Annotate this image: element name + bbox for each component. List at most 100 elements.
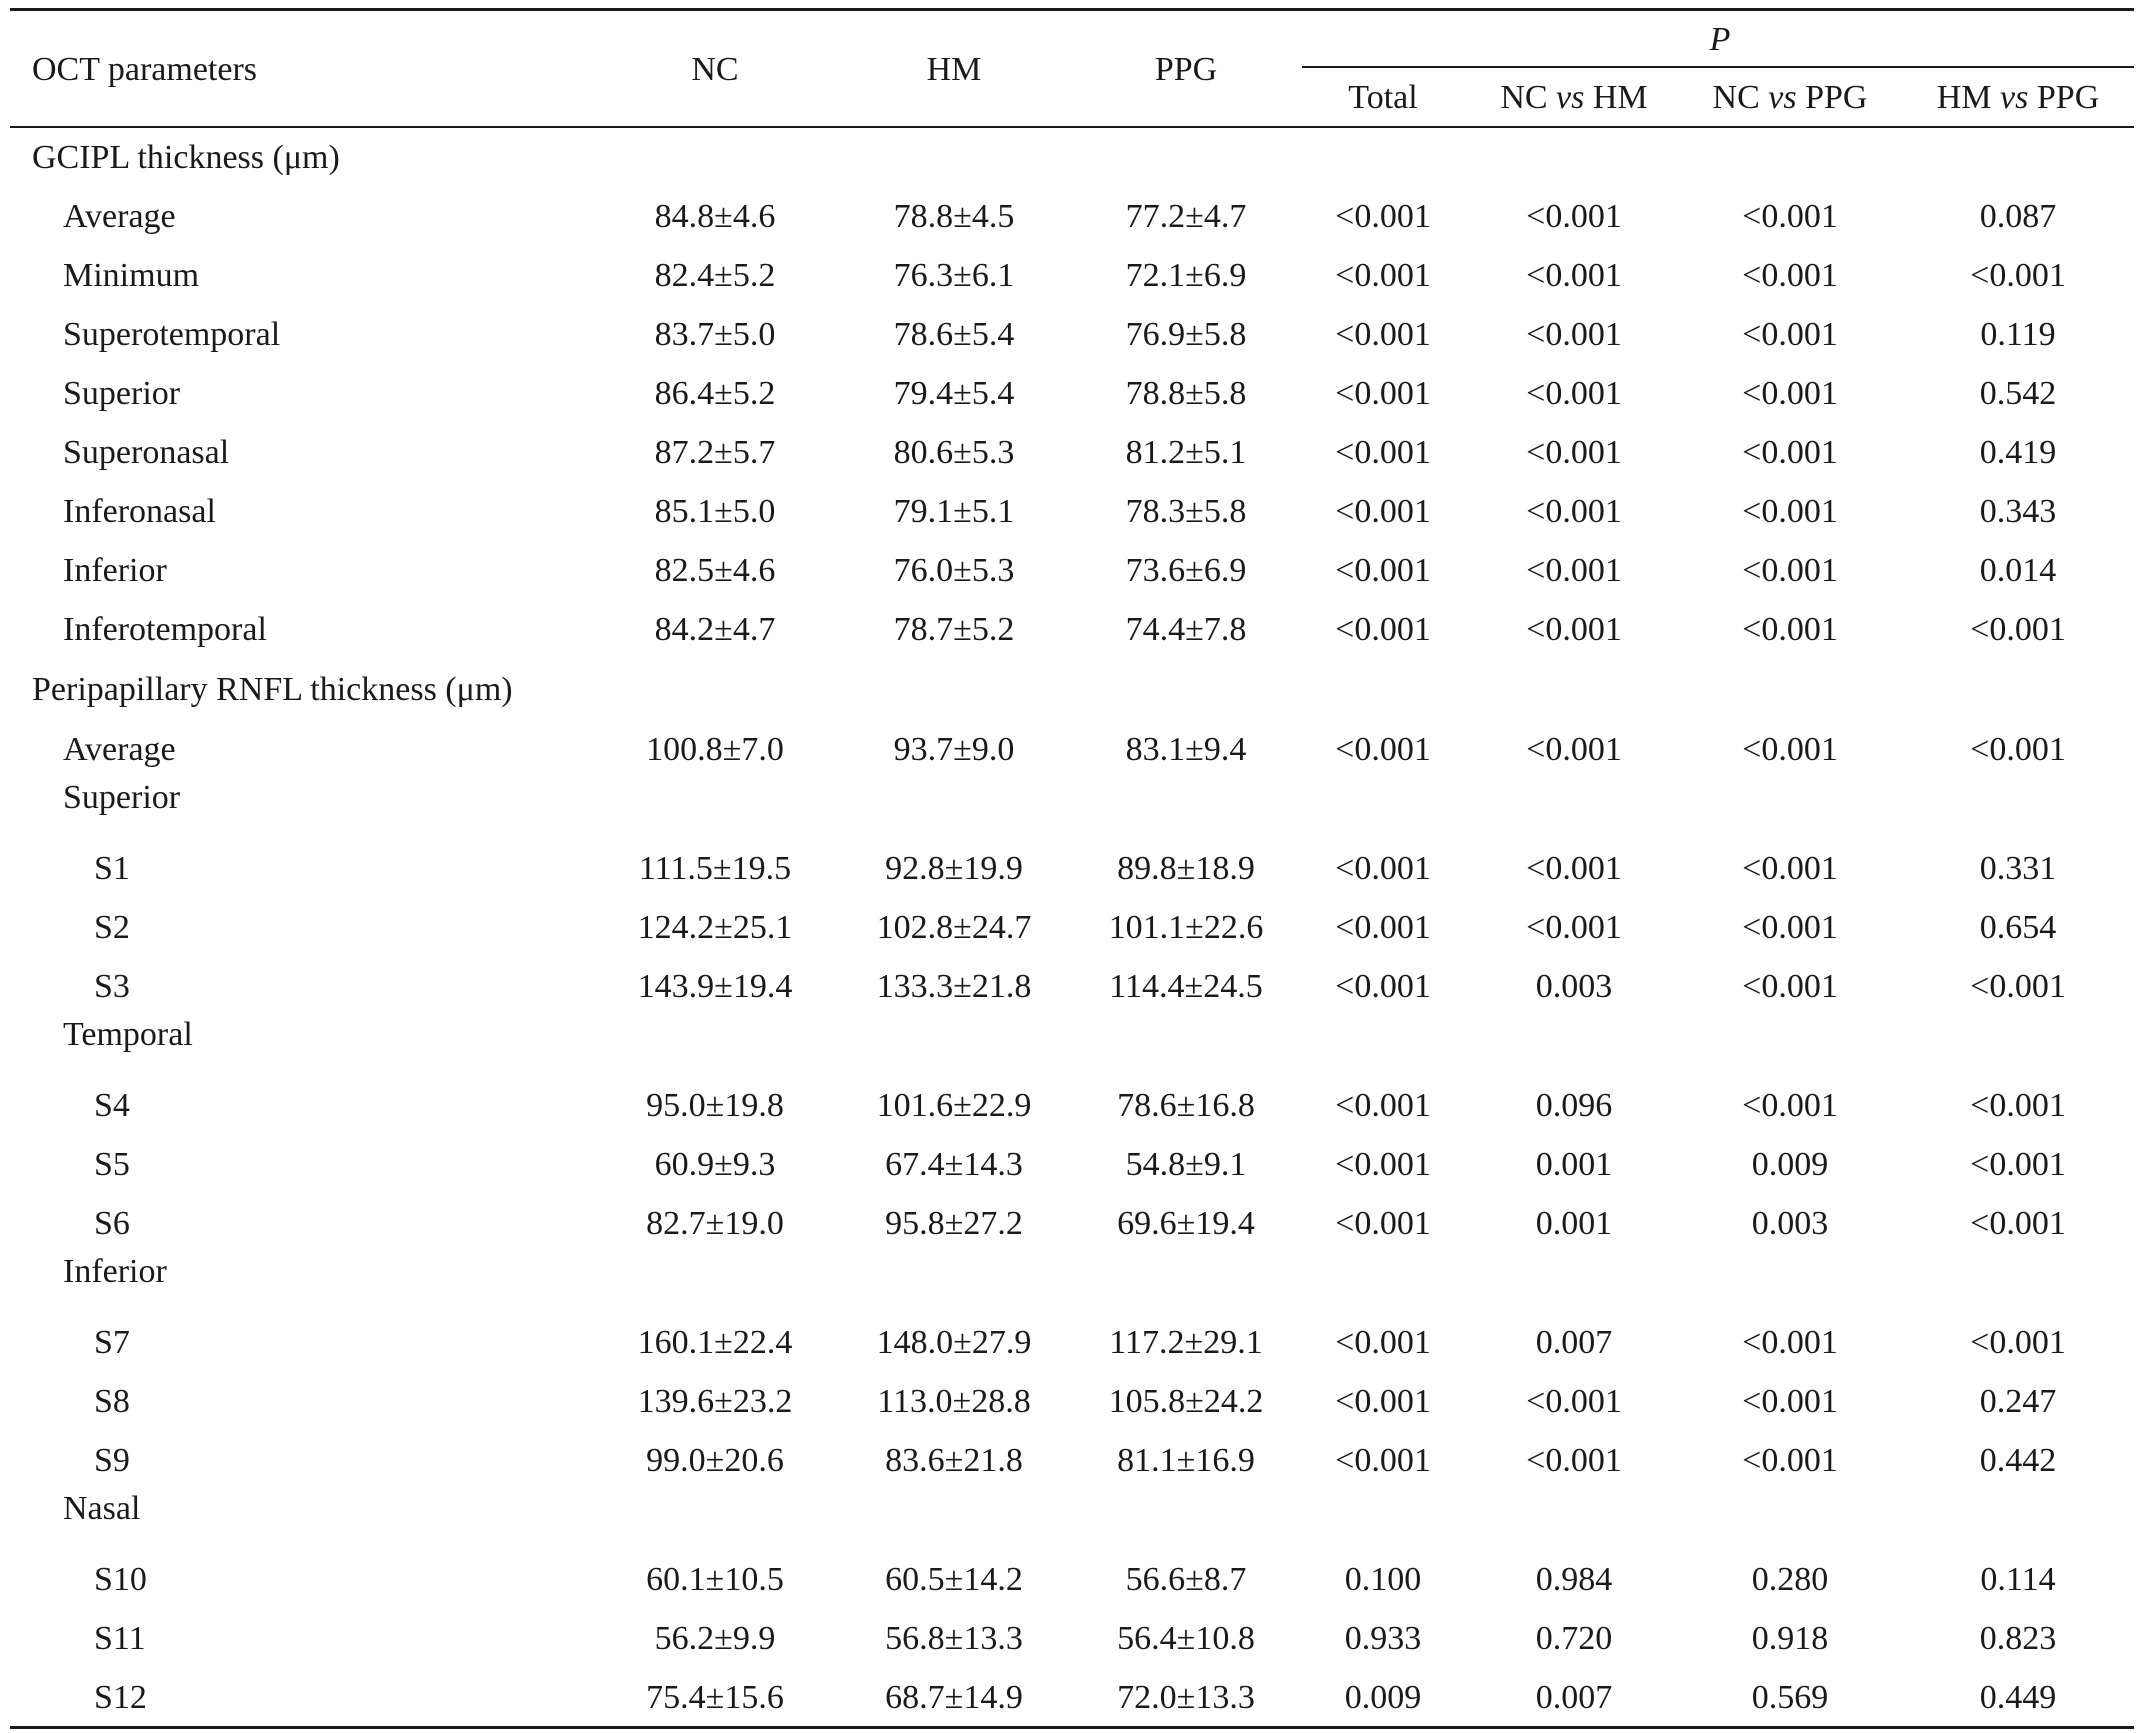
cell-total: <0.001 bbox=[1335, 731, 1431, 768]
row-label: Inferior bbox=[63, 552, 167, 589]
cell-ppg: 78.3±5.8 bbox=[1125, 493, 1247, 530]
cell-total: 0.100 bbox=[1344, 1561, 1422, 1598]
cell-total: <0.001 bbox=[1335, 552, 1431, 589]
cell-hm-ppg: 0.442 bbox=[1979, 1442, 2057, 1479]
cell-ppg: 81.2±5.1 bbox=[1125, 434, 1247, 471]
row-label: S12 bbox=[94, 1679, 147, 1716]
row-label: S4 bbox=[94, 1087, 130, 1124]
cell-nc: 87.2±5.7 bbox=[654, 434, 776, 471]
cell-hm-ppg: <0.001 bbox=[1970, 1087, 2066, 1124]
row-label: S10 bbox=[94, 1561, 147, 1598]
cell-hm-ppg: <0.001 bbox=[1970, 611, 2066, 648]
cell-ppg: 89.8±18.9 bbox=[1117, 850, 1255, 887]
cell-total: <0.001 bbox=[1335, 850, 1431, 887]
cell-nc-ppg: <0.001 bbox=[1742, 850, 1838, 887]
cell-total: <0.001 bbox=[1335, 1442, 1431, 1479]
cell-total: <0.001 bbox=[1335, 316, 1431, 353]
cell-nc: 60.9±9.3 bbox=[654, 1146, 776, 1183]
cell-hm: 92.8±19.9 bbox=[885, 850, 1023, 887]
cell-hm: 148.0±27.9 bbox=[876, 1324, 1032, 1361]
row-label: S5 bbox=[94, 1146, 130, 1183]
header-bottom-rule bbox=[10, 126, 2134, 128]
cell-hm-ppg: <0.001 bbox=[1970, 1146, 2066, 1183]
row-label: Minimum bbox=[63, 257, 200, 294]
cell-total: 0.933 bbox=[1344, 1620, 1422, 1657]
cell-hm: 78.7±5.2 bbox=[893, 611, 1015, 648]
cell-nc-ppg: 0.280 bbox=[1751, 1561, 1829, 1598]
cell-hm-ppg: 0.542 bbox=[1979, 375, 2057, 412]
cell-ppg: 77.2±4.7 bbox=[1125, 198, 1247, 235]
header-hm-vs-ppg: HM vs PPG bbox=[1936, 79, 2100, 116]
cell-nc-hm: 0.720 bbox=[1535, 1620, 1613, 1657]
p-group-rule bbox=[1302, 66, 2134, 68]
cell-nc: 84.8±4.6 bbox=[654, 198, 776, 235]
cell-nc: 56.2±9.9 bbox=[654, 1620, 776, 1657]
cell-nc: 82.7±19.0 bbox=[646, 1205, 784, 1242]
cell-nc-ppg: <0.001 bbox=[1742, 611, 1838, 648]
cell-nc-hm: <0.001 bbox=[1526, 1383, 1622, 1420]
row-label: S3 bbox=[94, 968, 130, 1005]
cell-nc-hm: <0.001 bbox=[1526, 198, 1622, 235]
cell-total: <0.001 bbox=[1335, 493, 1431, 530]
cell-nc-hm: <0.001 bbox=[1526, 434, 1622, 471]
cell-hm: 78.8±4.5 bbox=[893, 198, 1015, 235]
cell-hm: 80.6±5.3 bbox=[893, 434, 1015, 471]
cell-nc-ppg: <0.001 bbox=[1742, 257, 1838, 294]
cell-hm: 79.1±5.1 bbox=[893, 493, 1015, 530]
cell-hm-ppg: 0.419 bbox=[1979, 434, 2057, 471]
header-oct-parameters: OCT parameters bbox=[32, 51, 258, 88]
cell-ppg: 114.4±24.5 bbox=[1109, 968, 1263, 1005]
cell-hm: 68.7±14.9 bbox=[885, 1679, 1023, 1716]
row-label: S1 bbox=[94, 850, 130, 887]
cell-ppg: 72.1±6.9 bbox=[1125, 257, 1247, 294]
cell-nc-hm: 0.003 bbox=[1535, 968, 1613, 1005]
row-label: S8 bbox=[94, 1383, 130, 1420]
cell-ppg: 56.4±10.8 bbox=[1117, 1620, 1255, 1657]
cell-total: 0.009 bbox=[1344, 1679, 1422, 1716]
cell-nc-ppg: 0.918 bbox=[1751, 1620, 1829, 1657]
group-title: Superior bbox=[63, 779, 181, 816]
section-title: Peripapillary RNFL thickness (μm) bbox=[32, 671, 513, 708]
cell-nc-ppg: <0.001 bbox=[1742, 731, 1838, 768]
cell-hm: 95.8±27.2 bbox=[885, 1205, 1023, 1242]
cell-hm: 56.8±13.3 bbox=[885, 1620, 1023, 1657]
cell-ppg: 81.1±16.9 bbox=[1117, 1442, 1255, 1479]
row-label: S7 bbox=[94, 1324, 130, 1361]
cell-total: <0.001 bbox=[1335, 611, 1431, 648]
cell-total: <0.001 bbox=[1335, 198, 1431, 235]
table-top-rule bbox=[10, 8, 2134, 11]
cell-ppg: 54.8±9.1 bbox=[1125, 1146, 1247, 1183]
cell-nc: 111.5±19.5 bbox=[638, 850, 792, 887]
header-p: P bbox=[1709, 21, 1731, 58]
cell-hm-ppg: <0.001 bbox=[1970, 1205, 2066, 1242]
cell-hm: 79.4±5.4 bbox=[893, 375, 1015, 412]
oct-parameters-table: OCT parameters NC HM PPG P Total NC vs H… bbox=[10, 0, 2134, 1733]
cell-nc-hm: <0.001 bbox=[1526, 611, 1622, 648]
cell-hm: 101.6±22.9 bbox=[876, 1087, 1032, 1124]
cell-hm-ppg: 0.449 bbox=[1979, 1679, 2057, 1716]
cell-nc-ppg: <0.001 bbox=[1742, 1087, 1838, 1124]
cell-total: <0.001 bbox=[1335, 1205, 1431, 1242]
cell-nc-hm: 0.096 bbox=[1535, 1087, 1613, 1124]
cell-nc: 60.1±10.5 bbox=[646, 1561, 784, 1598]
cell-nc-hm: <0.001 bbox=[1526, 731, 1622, 768]
cell-total: <0.001 bbox=[1335, 1383, 1431, 1420]
group-title: Temporal bbox=[63, 1016, 193, 1053]
cell-hm-ppg: <0.001 bbox=[1970, 257, 2066, 294]
cell-nc-hm: <0.001 bbox=[1526, 909, 1622, 946]
cell-nc-ppg: 0.569 bbox=[1751, 1679, 1829, 1716]
cell-nc-ppg: <0.001 bbox=[1742, 552, 1838, 589]
row-label: Inferotemporal bbox=[63, 611, 267, 648]
cell-ppg: 105.8±24.2 bbox=[1108, 1383, 1264, 1420]
cell-nc: 139.6±23.2 bbox=[637, 1383, 793, 1420]
cell-nc-ppg: 0.003 bbox=[1751, 1205, 1829, 1242]
cell-nc: 82.5±4.6 bbox=[654, 552, 776, 589]
cell-nc-hm: 0.007 bbox=[1535, 1679, 1613, 1716]
cell-hm-ppg: <0.001 bbox=[1970, 1324, 2066, 1361]
cell-ppg: 101.1±22.6 bbox=[1108, 909, 1264, 946]
group-title: Nasal bbox=[63, 1490, 141, 1527]
cell-nc-ppg: <0.001 bbox=[1742, 968, 1838, 1005]
cell-nc-hm: <0.001 bbox=[1526, 552, 1622, 589]
cell-nc-hm: <0.001 bbox=[1526, 493, 1622, 530]
cell-nc-hm: 0.001 bbox=[1535, 1146, 1613, 1183]
